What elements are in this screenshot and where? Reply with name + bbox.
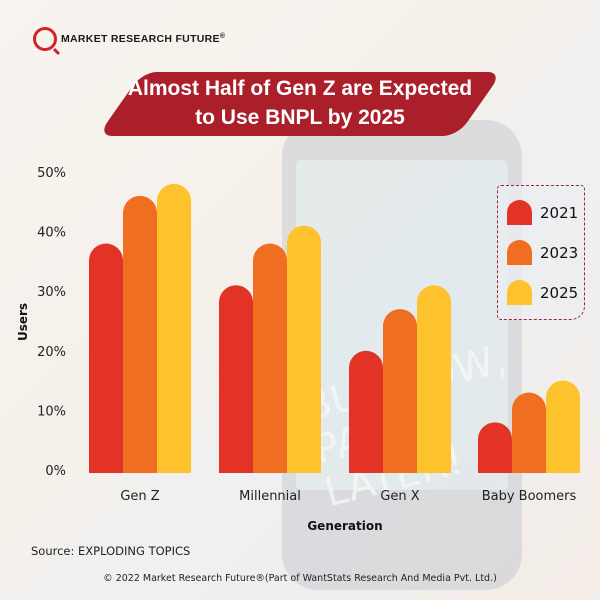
legend-label-2023: 2023 (540, 243, 579, 262)
bar-gen-z-2025 (157, 183, 191, 474)
title-line2: to Use BNPL by 2025 (195, 106, 405, 129)
y-axis-label: Users (16, 303, 30, 341)
legend-swatch-2023 (507, 240, 532, 265)
y-tick-label: 40% (37, 226, 66, 241)
x-tick-label: Baby Boomers (482, 489, 577, 504)
legend-label-2025: 2025 (540, 283, 579, 302)
legend-label-2021: 2021 (540, 203, 579, 222)
source-note: Source: EXPLODING TOPICS (31, 544, 191, 558)
y-tick-label: 10% (37, 404, 66, 419)
y-tick-label: 20% (37, 345, 66, 360)
chart-title: Almost Half of Gen Z are Expected to Use… (100, 74, 500, 132)
x-tick-label: Millennial (239, 489, 301, 504)
bar-baby-boomers-2021 (478, 422, 512, 473)
title-line1: Almost Half of Gen Z are Expected (127, 77, 473, 100)
bar-gen-z-2021 (89, 243, 123, 473)
x-axis-label: Generation (307, 519, 382, 533)
legend-item-2023: 2023 (507, 240, 578, 265)
legend-item-2025: 2025 (507, 280, 578, 305)
brand-logo: MARKET RESEARCH FUTURE® (33, 27, 225, 51)
y-tick-label: 30% (37, 285, 66, 300)
y-tick-label: 50% (37, 166, 66, 181)
brand-name-text: MARKET RESEARCH FUTURE (61, 33, 220, 45)
y-tick-label: 0% (45, 464, 66, 479)
magnifier-chart-icon (33, 27, 57, 51)
bar-gen-x-2025 (417, 285, 451, 473)
bar-millennial-2025 (287, 225, 321, 473)
bar-baby-boomers-2025 (546, 380, 580, 473)
legend-swatch-2025 (507, 280, 532, 305)
x-tick-label: Gen X (380, 489, 419, 504)
legend-swatch-2021 (507, 200, 532, 225)
bar-gen-x-2023 (383, 309, 417, 473)
legend: 2021 2023 2025 (497, 185, 585, 320)
registered-mark: ® (219, 33, 226, 40)
bar-baby-boomers-2023 (512, 392, 546, 473)
x-tick-label: Gen Z (120, 489, 159, 504)
copyright-note: © 2022 Market Research Future®(Part of W… (103, 573, 497, 584)
bar-millennial-2023 (253, 243, 287, 473)
legend-item-2021: 2021 (507, 200, 578, 225)
bar-gen-x-2021 (349, 350, 383, 473)
bar-millennial-2021 (219, 285, 253, 473)
brand-name: MARKET RESEARCH FUTURE® (61, 33, 225, 45)
bar-gen-z-2023 (123, 195, 157, 473)
